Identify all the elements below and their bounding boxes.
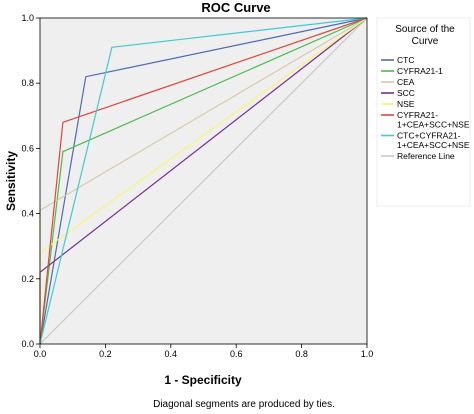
y-tick-label: 0.6 [21,143,34,153]
legend-label-0: CTC [397,55,414,65]
x-tick-label: 0.0 [34,349,47,359]
legend-label-5: CYFRA21-1+CEA+SCC+NSE [397,110,470,130]
y-tick-label: 0.2 [21,274,34,284]
x-axis-title: 1 - Specificity [164,373,242,387]
y-tick-label: 0.0 [21,339,34,349]
footnote: Diagonal segments are produced by ties. [153,399,335,410]
series-line-6 [39,17,368,345]
y-tick-label: 0.8 [21,78,34,88]
series-line-5 [39,17,368,345]
y-tick-label: 1.0 [21,13,34,23]
axes-layer: 0.0 0.2 0.4 0.6 0.8 1.0 0.0 0.2 0.4 0.6 0.8 1.0 [21,13,373,359]
x-tick-label: 1.0 [361,349,374,359]
legend-label-7: Reference Line [397,151,455,161]
x-tick-label: 0.2 [99,349,112,359]
x-tick-label: 0.8 [295,349,308,359]
legend: Source of the CurveCTCCYFRA21-1CEASCCNSEC… [381,24,470,161]
legend-box [376,17,471,207]
legend-title: Source of the Curve [395,24,455,47]
legend-label-1: CYFRA21-1 [397,66,443,76]
y-axis-title: Sensitivity [4,151,18,211]
series-line-1 [39,17,368,345]
plot-frame [39,17,368,345]
legend-label-2: CEA [397,77,415,87]
x-tick-label: 0.6 [230,349,243,359]
y-tick-label: 0.4 [21,209,34,219]
legend-label-4: NSE [397,99,415,109]
legend-label-6: CTC+CYFRA21-1+CEA+SCC+NSE [397,131,470,151]
chart-title: ROC Curve [201,0,270,15]
legend-label-3: SCC [397,88,415,98]
x-tick-label: 0.4 [165,349,178,359]
series-line-0 [39,17,368,345]
series-line-7 [39,17,368,345]
